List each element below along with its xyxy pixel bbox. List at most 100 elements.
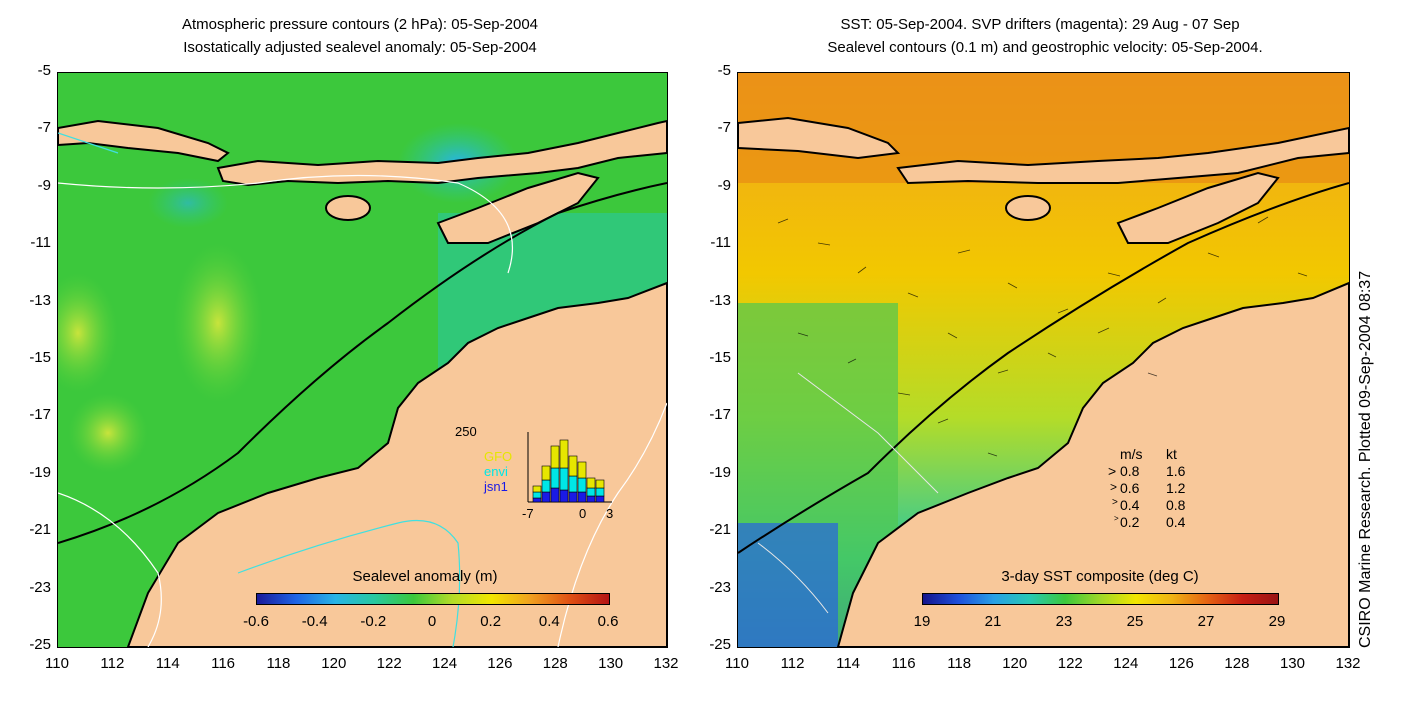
histogram-bar	[568, 455, 578, 477]
right-title-line1: SST: 05-Sep-2004. SVP drifters (magenta)…	[840, 16, 1240, 33]
histogram-bar	[577, 477, 587, 493]
java-island	[738, 116, 901, 160]
australia-landmass	[126, 281, 667, 647]
x-tick-label: 130	[1279, 655, 1305, 672]
lesser-sunda-islands	[216, 119, 667, 187]
left-colorbar-title: Sealevel anomaly (m)	[352, 568, 498, 585]
x-tick-label: 114	[836, 655, 861, 672]
histogram-bar	[550, 467, 560, 489]
timor-island	[436, 171, 600, 244]
colorbar-tick-label: 21	[984, 613, 1002, 630]
histogram-legend-jsn1: jsn1	[484, 479, 508, 494]
histogram-x-tick-label: -7	[522, 506, 534, 521]
y-tick-label: -5	[717, 62, 731, 79]
x-tick-label: 130	[598, 655, 624, 672]
y-tick-label: -23	[709, 578, 731, 596]
colorbar-tick-label: -0.2	[360, 613, 387, 630]
right-colorbar	[922, 593, 1279, 605]
histogram-legend-gfo: GFO	[484, 449, 513, 464]
x-tick-label: 132	[1335, 655, 1361, 672]
timor-island	[1116, 171, 1280, 244]
histogram-chart	[527, 432, 612, 503]
velocity-legend-ms: 0.6	[1120, 480, 1140, 496]
y-tick-label: -13	[29, 291, 51, 309]
velocity-vectors	[777, 216, 1308, 457]
x-tick-label: 118	[947, 655, 972, 672]
colorbar-tick-label: 29	[1268, 613, 1286, 630]
histogram-bar	[559, 489, 569, 503]
velocity-legend-kt: 1.6	[1166, 463, 1186, 479]
x-tick-label: 120	[1002, 655, 1028, 672]
y-tick-label: -7	[717, 119, 731, 137]
histogram-bar	[532, 485, 542, 493]
histogram-y-max: 250	[455, 424, 477, 439]
x-tick-label: 120	[321, 655, 347, 672]
credit-text: CSIRO Marine Research. Plotted 09-Sep-20…	[1357, 270, 1374, 648]
velocity-legend: m/s kt >0.8 1.6 >0.6 1.2 >0.4 0.8 >0.2 0.4	[1108, 446, 1218, 536]
y-tick-label: -19	[709, 463, 731, 481]
histogram-bar	[550, 445, 560, 469]
colorbar-tick-label: 23	[1055, 613, 1073, 630]
colorbar-tick-label: 25	[1126, 613, 1144, 630]
x-tick-label: 116	[891, 655, 916, 672]
x-tick-label: 110	[725, 655, 749, 672]
y-tick-label: -23	[29, 578, 51, 596]
histogram-bar	[541, 465, 551, 481]
histogram-bar	[586, 495, 596, 503]
x-tick-label: 124	[432, 655, 458, 672]
histogram-bar	[532, 497, 542, 503]
y-tick-label: -9	[717, 176, 731, 194]
y-tick-label: -9	[37, 176, 51, 194]
left-title-line1: Atmospheric pressure contours (2 hPa): 0…	[181, 16, 538, 33]
x-tick-label: 128	[542, 655, 568, 672]
y-tick-label: -11	[710, 234, 731, 252]
colorbar-tick-label: -0.4	[301, 613, 328, 630]
velocity-arrow-icon: >	[1108, 463, 1117, 479]
histogram-bar	[577, 461, 587, 479]
velocity-legend-ms: 0.8	[1120, 463, 1140, 479]
histogram-bar	[541, 491, 551, 503]
histogram-bar	[586, 477, 596, 489]
colorbar-tick-label: 27	[1197, 613, 1215, 630]
histogram-bar	[568, 491, 578, 503]
histogram-bar	[577, 491, 587, 503]
x-tick-label: 116	[211, 655, 236, 672]
histogram-bar	[550, 487, 560, 503]
y-tick-label: -11	[30, 234, 51, 252]
left-map-canvas	[58, 73, 667, 647]
sumba-island	[1005, 195, 1051, 221]
histogram-x-tick-label: 0	[579, 506, 587, 521]
histogram-inset: 250 GFO envi jsn1 -7 0 3	[455, 424, 635, 524]
histogram-bar	[559, 439, 569, 469]
right-map-canvas	[738, 73, 1349, 647]
y-tick-label: -19	[29, 463, 51, 481]
y-tick-label: -25	[709, 636, 731, 653]
colorbar-tick-label: 0.4	[538, 613, 560, 630]
sumba-island	[325, 195, 371, 221]
y-tick-label: -21	[709, 521, 731, 539]
y-tick-label: -7	[37, 119, 51, 137]
y-tick-label: -5	[37, 62, 51, 79]
y-tick-label: -17	[709, 406, 731, 424]
histogram-bar	[532, 491, 542, 499]
colorbar-tick-label: 0.6	[597, 613, 619, 630]
x-tick-label: 114	[155, 655, 180, 672]
y-tick-label: -25	[29, 636, 51, 653]
x-tick-label: 122	[376, 655, 402, 672]
left-colorbar	[256, 593, 610, 605]
x-tick-label: 124	[1113, 655, 1139, 672]
histogram-bar	[541, 479, 551, 493]
x-tick-label: 122	[1057, 655, 1083, 672]
velocity-legend-ms: 0.4	[1120, 497, 1140, 513]
histogram-bar	[559, 467, 569, 491]
velocity-legend-kt: 0.8	[1166, 497, 1186, 513]
x-tick-label: 126	[1168, 655, 1194, 672]
australia-landmass	[836, 281, 1349, 647]
histogram-bar	[586, 487, 596, 497]
velocity-legend-header-kt: kt	[1166, 446, 1177, 462]
histogram-x-tick-label: 3	[606, 506, 614, 521]
colorbar-tick-label: -0.6	[243, 613, 269, 630]
y-tick-label: -17	[29, 406, 51, 424]
java-island	[58, 119, 230, 163]
colorbar-tick-label: 0	[427, 613, 437, 630]
